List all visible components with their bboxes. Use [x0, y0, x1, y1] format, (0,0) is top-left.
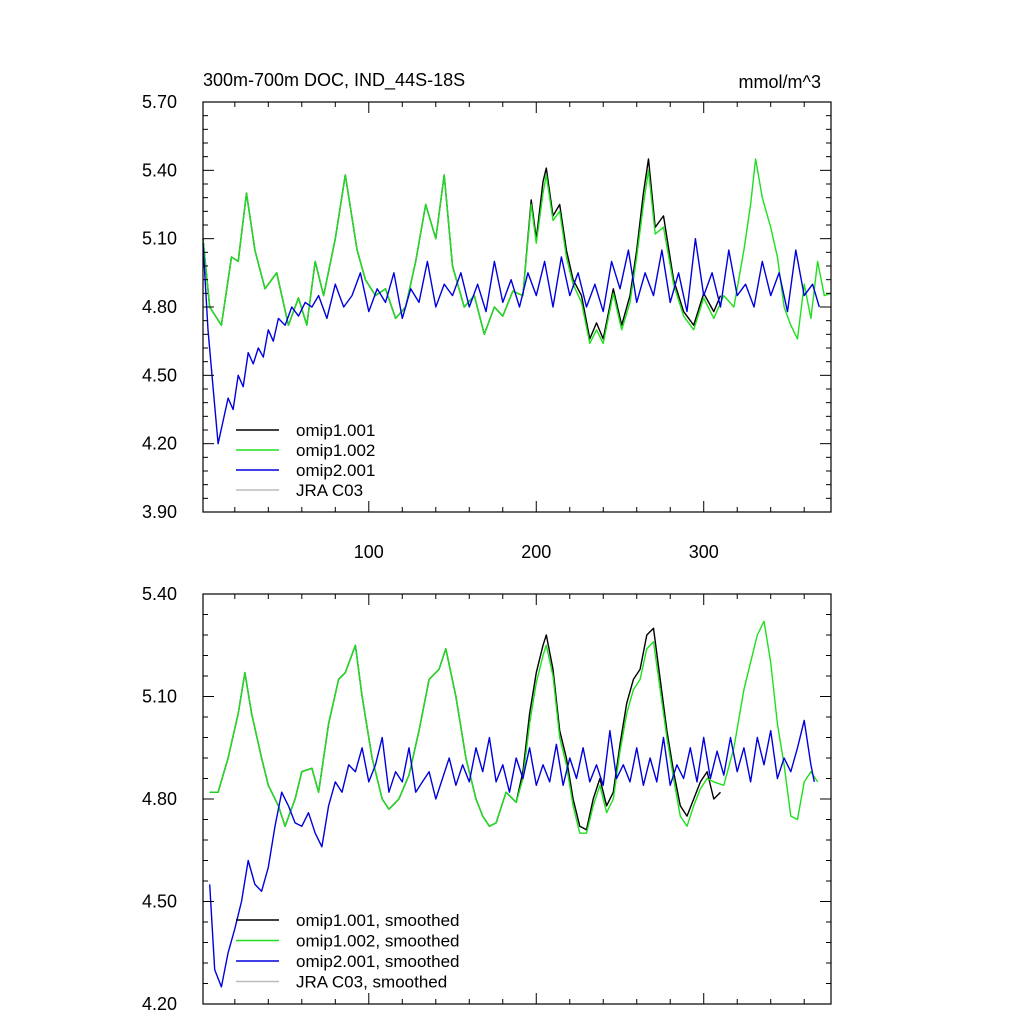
top-y-tick-label: 4.20	[142, 434, 177, 454]
bottom-y-tick-label: 4.50	[142, 892, 177, 912]
bottom-series-line-1	[209, 627, 721, 831]
top-y-tick-label: 5.70	[142, 92, 177, 112]
top-y-tick-label: 4.50	[142, 365, 177, 385]
top-units-label: mmol/m^3	[739, 72, 821, 92]
top-series-line-3	[202, 238, 820, 445]
bottom-y-tick-label: 5.40	[142, 584, 177, 604]
bottom-legend-label-1: omip1.001, smoothed	[296, 911, 460, 930]
top-x-tick-label: 300	[689, 542, 719, 562]
top-y-tick-label: 4.80	[142, 297, 177, 317]
top-y-tick-label: 5.10	[142, 229, 177, 249]
top-y-tick-label: 3.90	[142, 502, 177, 522]
top-legend-label-3: omip2.001	[296, 461, 375, 480]
top-y-tick-label: 5.40	[142, 160, 177, 180]
top-legend-label-1: omip1.001	[296, 421, 375, 440]
top-series-line-1	[202, 158, 722, 340]
bottom-series-line-2	[209, 620, 819, 834]
bottom-y-tick-label: 4.20	[142, 994, 177, 1014]
top-x-tick-label: 200	[521, 542, 551, 562]
bottom-legend-label-2: omip1.002, smoothed	[296, 932, 460, 951]
top-panel: 3.90 4.20 4.50 4.80 5.10 5.40 5.70 100 200 300 300…	[142, 70, 832, 562]
bottom-y-tick-label: 5.10	[142, 687, 177, 707]
top-x-tick-label: 100	[354, 542, 384, 562]
bottom-legend-label-4: JRA C03, smoothed	[296, 973, 447, 992]
bottom-y-tick-label: 4.80	[142, 789, 177, 809]
top-chart-title: 300m-700m DOC, IND_44S-18S	[203, 70, 465, 91]
bottom-legend-label-3: omip2.001, smoothed	[296, 952, 460, 971]
bottom-panel: 4.20 4.50 4.80 5.10 5.40 omip1.001, smoothed o…	[142, 584, 832, 1014]
bottom-series-line-3	[209, 719, 815, 988]
top-legend-label-4: JRA C03	[296, 481, 363, 500]
top-legend-label-2: omip1.002	[296, 441, 375, 460]
top-series-line-2	[202, 158, 832, 345]
